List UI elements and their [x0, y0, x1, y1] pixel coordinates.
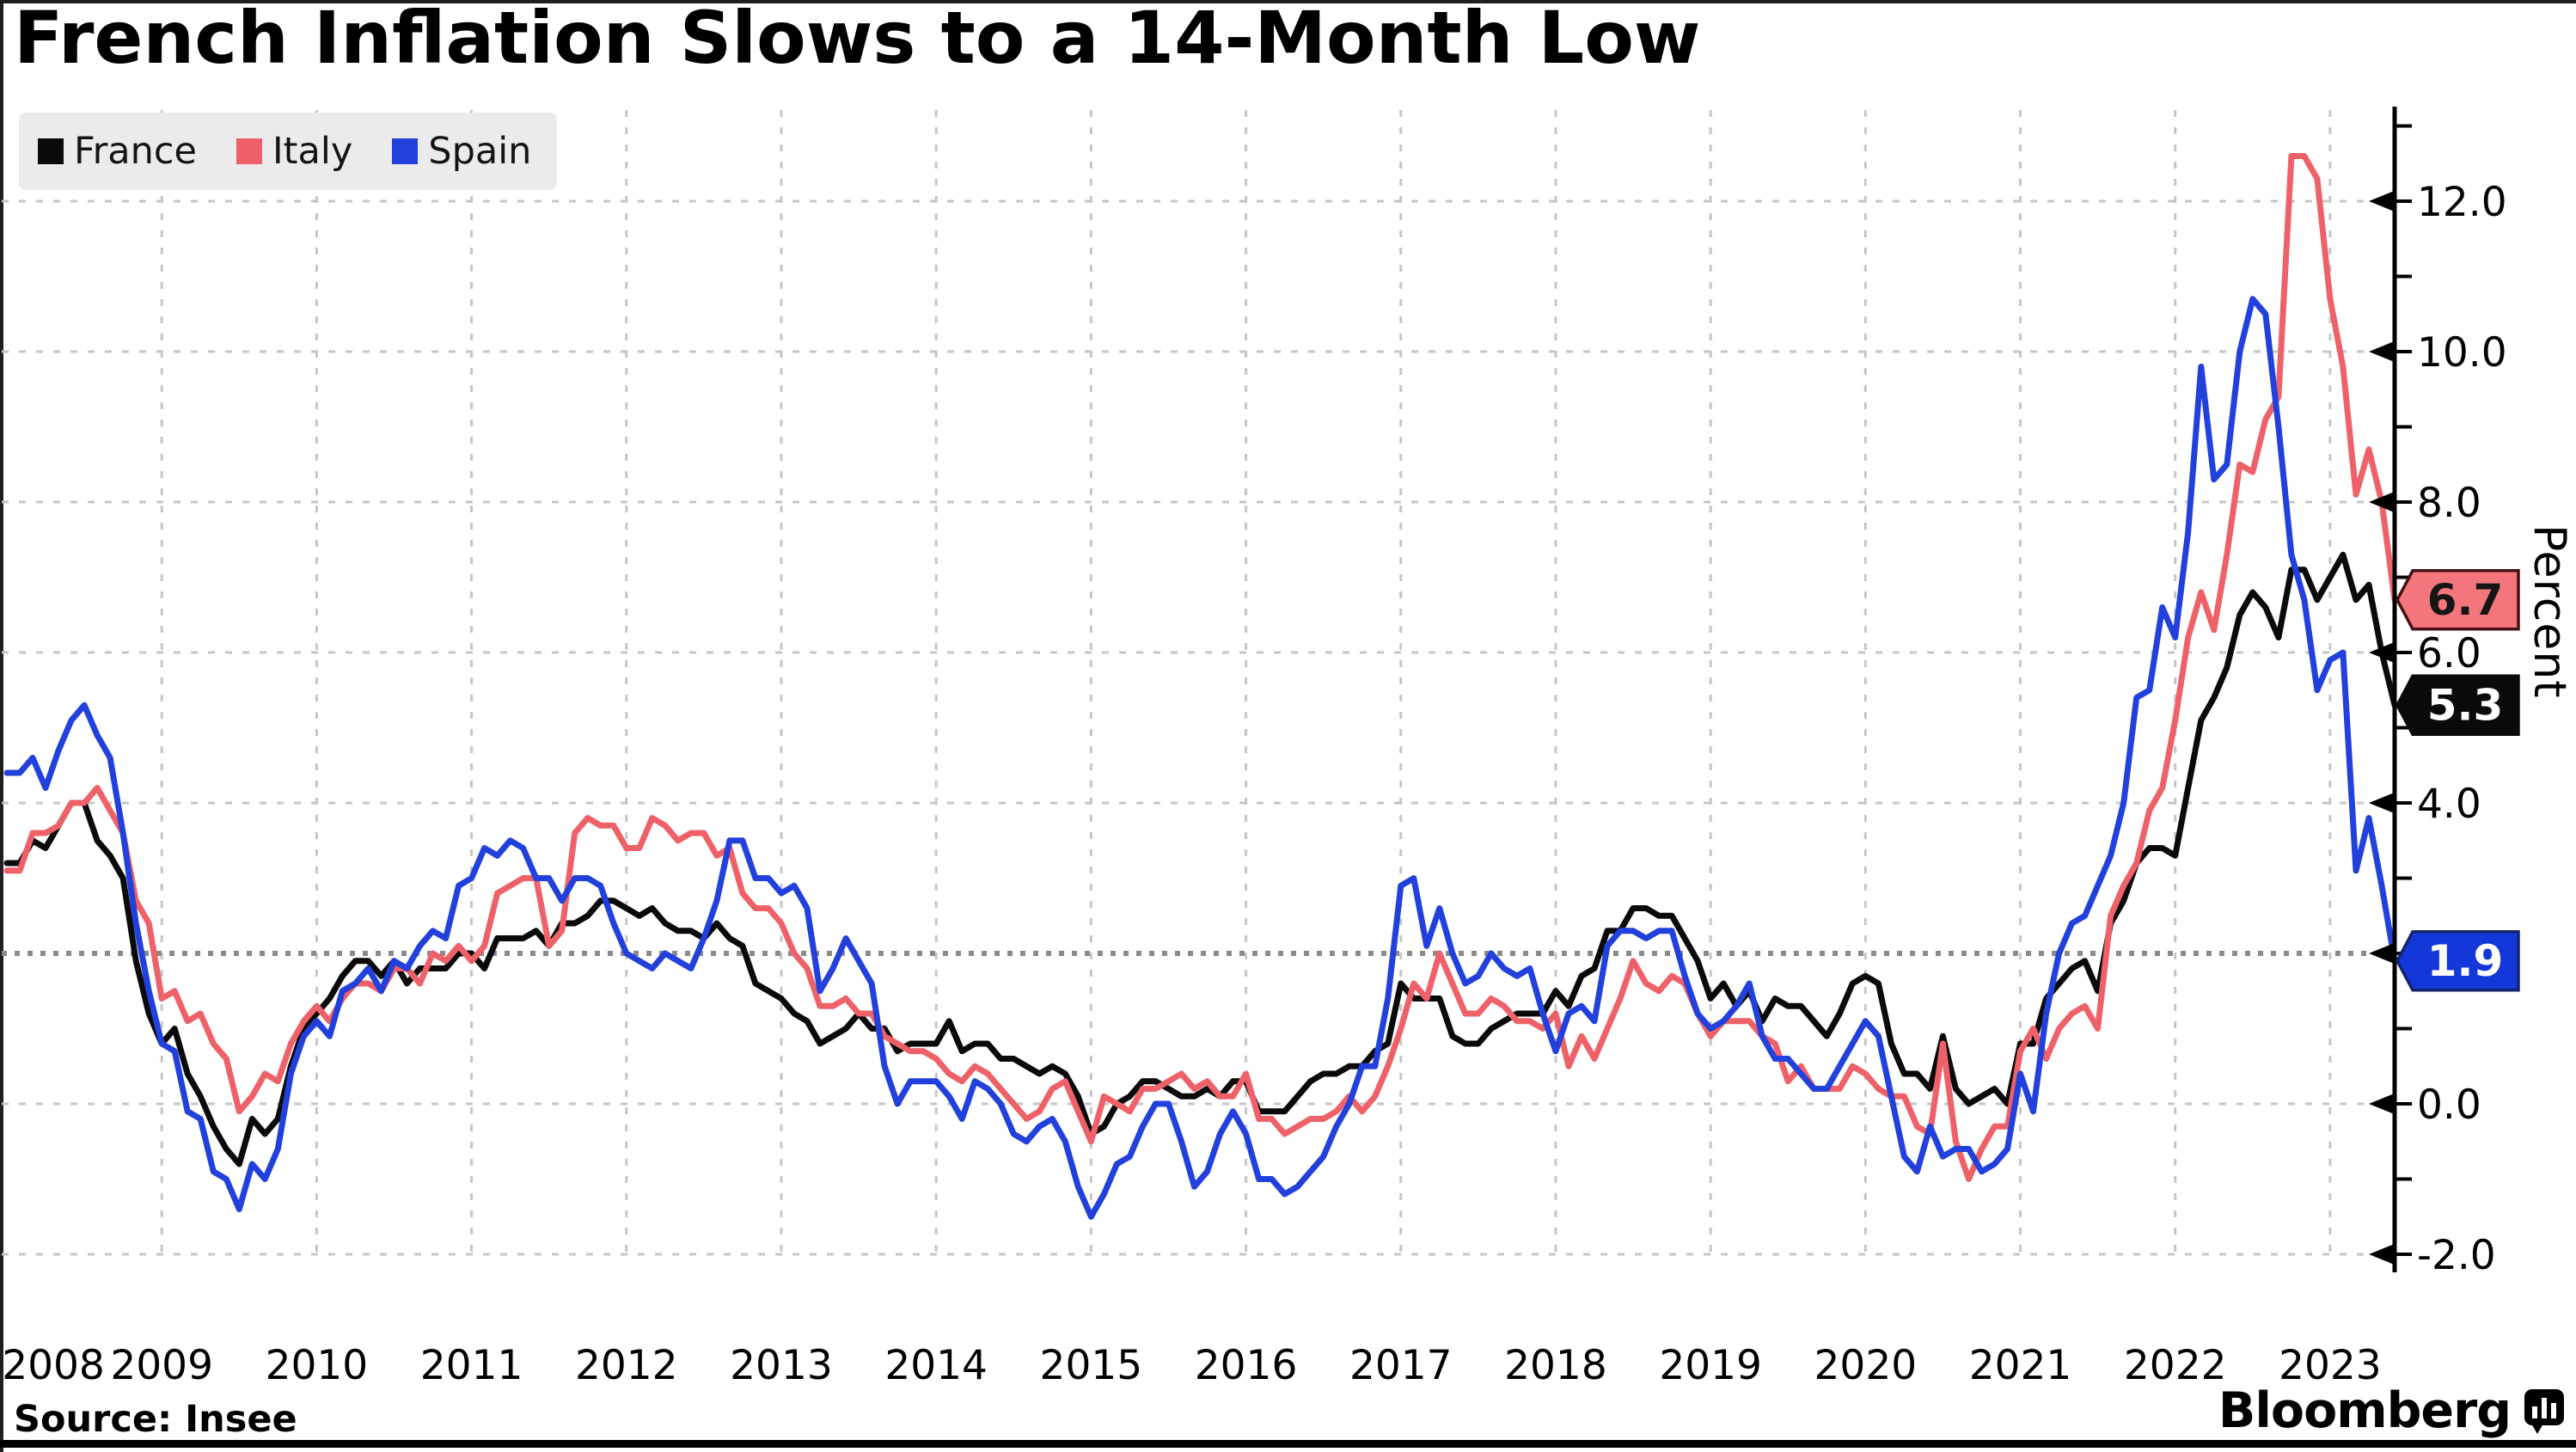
france-swatch-icon: [38, 138, 64, 164]
svg-text:6.7: 6.7: [2427, 575, 2504, 625]
svg-text:12.0: 12.0: [2417, 179, 2507, 226]
svg-text:5.3: 5.3: [2427, 680, 2504, 730]
end-label-tag-france: [2395, 674, 2520, 736]
series-line-spain: [3, 296, 2398, 1220]
svg-text:2018: 2018: [1504, 1342, 1607, 1389]
x-axis-labels: 2008 2009 2010 2011 2012 2013 2014 2015 2016 2017…: [2, 1342, 2382, 1389]
svg-text:6.0: 6.0: [2417, 630, 2481, 677]
svg-text:2015: 2015: [1040, 1342, 1143, 1389]
bloomberg-wordmark: Bloomberg: [2218, 1382, 2512, 1439]
end-value-badges: 5.3 6.7 1.9: [2395, 569, 2520, 992]
window-top-border: [0, 0, 2576, 3]
y-axis-ticks: [2369, 124, 2412, 1265]
legend-label-spain: Spain: [428, 130, 532, 173]
svg-text:2014: 2014: [884, 1342, 988, 1389]
svg-text:2019: 2019: [1659, 1342, 1762, 1389]
end-label-tag-spain: [2395, 930, 2520, 992]
svg-text:2017: 2017: [1349, 1342, 1453, 1389]
legend-label-italy: Italy: [272, 130, 353, 173]
svg-text:8.0: 8.0: [2417, 480, 2481, 527]
end-label-tag-italy: [2395, 569, 2520, 631]
spain-swatch-icon: [392, 138, 419, 164]
window-left-border: [0, 0, 3, 1452]
svg-text:2009: 2009: [110, 1342, 213, 1389]
svg-text:2016: 2016: [1195, 1342, 1298, 1389]
vertical-gridlines: [160, 110, 2332, 1257]
series-line-france: [3, 551, 2398, 1167]
source-note: Source: Insee: [14, 1398, 297, 1441]
svg-text:2012: 2012: [575, 1342, 678, 1389]
svg-text:2011: 2011: [420, 1342, 523, 1389]
svg-text:10.0: 10.0: [2417, 329, 2507, 377]
legend: France Italy Spain: [19, 113, 558, 190]
chart-title: French Inflation Slows to a 14-Month Low: [14, 0, 1701, 80]
svg-text:2008: 2008: [2, 1342, 105, 1389]
legend-item-spain: Spain: [392, 130, 531, 173]
y-axis-labels: 12.0 10.0 8.0 6.0 4.0 0.0 -2.0: [2417, 179, 2507, 1279]
svg-text:2013: 2013: [730, 1342, 833, 1389]
svg-text:2021: 2021: [1969, 1342, 2072, 1389]
svg-text:2023: 2023: [2279, 1342, 2382, 1389]
horizontal-gridlines: [2, 199, 2395, 1256]
y-axis-title: Percent: [2524, 524, 2575, 699]
svg-text:-2.0: -2.0: [2417, 1232, 2496, 1279]
svg-text:1.9: 1.9: [2427, 936, 2504, 986]
italy-swatch-icon: [236, 138, 262, 164]
svg-text:2022: 2022: [2124, 1342, 2227, 1389]
svg-text:2010: 2010: [266, 1342, 369, 1389]
legend-item-france: France: [38, 130, 197, 173]
svg-text:0.0: 0.0: [2417, 1081, 2481, 1129]
legend-label-france: France: [74, 130, 197, 173]
svg-text:4.0: 4.0: [2417, 781, 2481, 828]
bloomberg-attribution: Bloomberg: [2218, 1382, 2564, 1439]
legend-item-italy: Italy: [236, 130, 352, 173]
bloomberg-terminal-icon: [2524, 1389, 2564, 1434]
svg-text:2020: 2020: [1814, 1342, 1918, 1389]
footer-divider: [0, 1440, 2576, 1448]
